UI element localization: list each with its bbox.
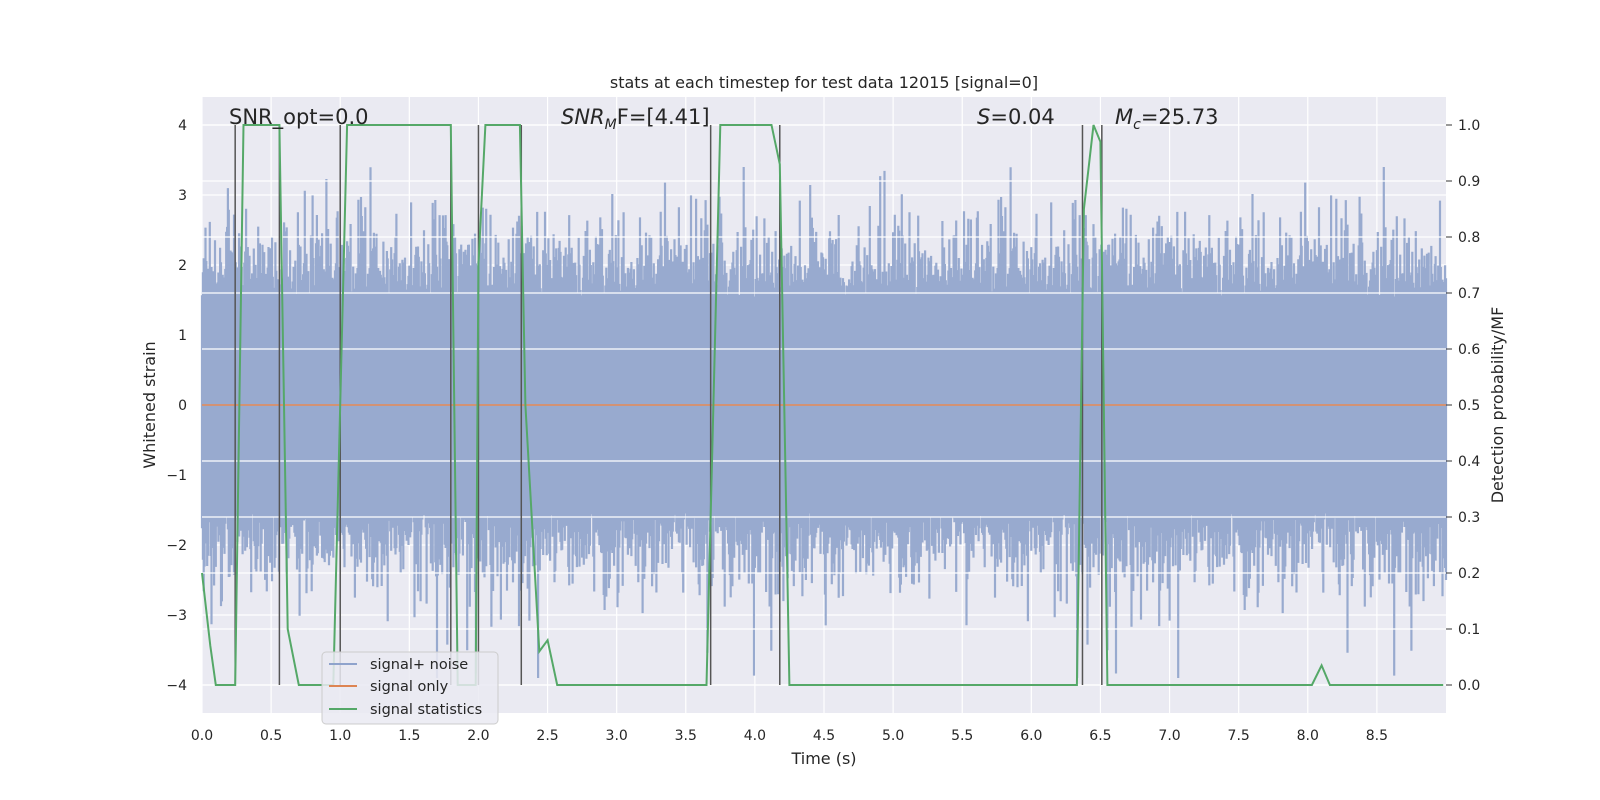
y-tick-label: −2	[166, 538, 187, 554]
x-tick-label: 3.0	[606, 728, 628, 744]
annotation-s: S=0.04	[977, 105, 1055, 129]
legend: signal+ noise signal only signal statist…	[321, 651, 499, 725]
y2-tick-label: 0.1	[1458, 622, 1480, 638]
x-tick-label: 0.5	[260, 728, 282, 744]
annotation-snr-mf-base: SNR	[561, 105, 605, 129]
x-tick-label: 5.0	[882, 728, 904, 744]
y2-tick-label: 0.9	[1458, 174, 1480, 190]
x-tick-label: 8.5	[1366, 728, 1388, 744]
y2-tick-label: 0.0	[1458, 678, 1480, 694]
y-tick-label: −4	[166, 678, 187, 694]
x-tick-label: 7.5	[1228, 728, 1250, 744]
y-tick-labels: 4 3 2 1 0 −1 −2 −3 −4	[166, 118, 187, 694]
y-axis-label: Whitened strain	[140, 341, 159, 468]
x-tick-label: 2.0	[467, 728, 489, 744]
chart-title: stats at each timestep for test data 120…	[610, 73, 1038, 92]
annotation-snr-mf-rest: F=[4.41]	[617, 105, 710, 129]
x-tick-label: 1.5	[398, 728, 420, 744]
x-tick-label: 6.5	[1089, 728, 1111, 744]
annotation-mc: Mc=25.73	[1115, 105, 1219, 133]
y-tick-label: 4	[178, 118, 187, 134]
annotation-snr-mf-sub: M	[605, 117, 617, 133]
annotation-snr-opt: SNR_opt=0.0	[229, 105, 369, 130]
y-tick-label: 1	[178, 328, 187, 344]
annotation-s-val: =0.04	[990, 105, 1054, 129]
y2-tick-label: 0.6	[1458, 342, 1480, 358]
y-tick-label: −3	[166, 608, 187, 624]
x-tick-label: 1.0	[329, 728, 351, 744]
x-tick-labels: 0.0 0.5 1.0 1.5 2.0 2.5 3.0 3.5 4.0 4.5 5.0 5.5 6.0 6…	[191, 728, 1388, 744]
legend-entry-noise: signal+ noise	[370, 657, 468, 673]
y-tick-label: 2	[178, 258, 187, 274]
y2-axis-label: Detection probability/MF	[1488, 307, 1507, 504]
y-tick-label: 0	[178, 398, 187, 414]
y-tick-label: 3	[178, 188, 187, 204]
signal-statistics-series	[201, 124, 1444, 686]
annotation-mc-sub: c	[1133, 117, 1141, 133]
x-tick-label: 7.0	[1158, 728, 1180, 744]
y2-tick-labels: 1.0 0.9 0.8 0.7 0.6 0.5 0.4 0.3 0.2 0.1 0.0	[1446, 118, 1480, 694]
x-tick-label: 4.0	[744, 728, 766, 744]
y2-tick-label: 0.3	[1458, 510, 1480, 526]
y2-tick-label: 1.0	[1458, 118, 1480, 134]
x-tick-label: 0.0	[191, 728, 213, 744]
y-tick-label: −1	[166, 468, 187, 484]
y2-tick-label: 0.2	[1458, 566, 1480, 582]
x-tick-label: 3.5	[675, 728, 697, 744]
x-tick-label: 4.5	[813, 728, 835, 744]
legend-entry-statistics: signal statistics	[370, 702, 482, 718]
annotation-mc-sym: M	[1115, 105, 1133, 129]
legend-box	[321, 651, 499, 725]
legend-entry-signal: signal only	[370, 679, 449, 695]
x-tick-label: 2.5	[536, 728, 558, 744]
y2-tick-label: 0.8	[1458, 230, 1480, 246]
x-axis-label: Time (s)	[790, 749, 856, 768]
annotation-mc-val: =25.73	[1141, 105, 1219, 129]
annotation-s-sym: S	[977, 105, 990, 129]
annotation-snr-mf: SNRMF=[4.41]	[561, 105, 710, 133]
y2-tick-label: 0.7	[1458, 286, 1480, 302]
y2-tick-label: 0.5	[1458, 398, 1480, 414]
x-tick-label: 8.0	[1297, 728, 1319, 744]
y2-tick-label: 0.4	[1458, 454, 1480, 470]
x-tick-label: 6.0	[1020, 728, 1042, 744]
x-tick-label: 5.5	[951, 728, 973, 744]
